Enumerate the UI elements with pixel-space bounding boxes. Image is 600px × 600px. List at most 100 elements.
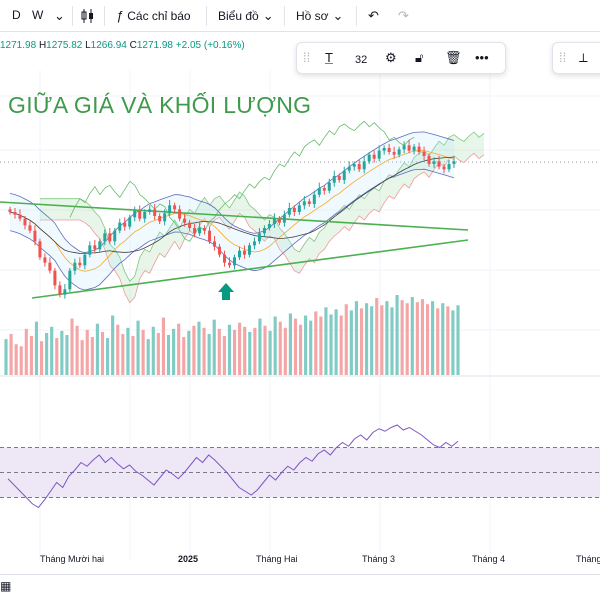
- candle-body: [307, 201, 311, 204]
- profile-menu-button[interactable]: Hồ sơ ⌄: [296, 8, 343, 24]
- candle-body: [13, 212, 17, 215]
- chart-menu-button[interactable]: Biểu đồ ⌄: [218, 8, 274, 24]
- volume-bar: [207, 333, 211, 375]
- volume-bar: [75, 325, 79, 375]
- candle-body: [93, 245, 97, 250]
- volume-bar: [375, 298, 379, 375]
- toolbar-divider: [356, 6, 357, 26]
- volume-bar: [293, 318, 298, 375]
- font-size-button[interactable]: 32: [355, 54, 368, 66]
- volume-bar: [172, 328, 176, 375]
- candles-icon: [81, 9, 93, 23]
- lock-icon[interactable]: 🔓︎: [415, 50, 424, 65]
- candle-body: [23, 218, 27, 226]
- candle-body: [292, 208, 296, 212]
- volume-bar: [222, 336, 226, 375]
- time-axis-label: Tháng 4: [472, 554, 505, 564]
- volume-bar: [50, 326, 54, 375]
- candle-body: [113, 230, 117, 242]
- candle-body: [188, 222, 192, 228]
- cloud-span-b: [40, 152, 485, 304]
- candle-body: [422, 152, 426, 156]
- time-axis-label: Tháng 3: [362, 554, 395, 564]
- candle-body: [387, 148, 391, 152]
- bollinger-bands: [9, 120, 455, 291]
- drag-handle-icon[interactable]: ⁞⁞: [559, 50, 567, 65]
- candle-body: [367, 154, 371, 162]
- chart-menu-label: Biểu đồ: [218, 9, 259, 23]
- volume-bar: [278, 321, 282, 375]
- volume-bar: [100, 331, 105, 375]
- candle-body: [203, 228, 207, 231]
- candle-body: [272, 218, 276, 224]
- volume-bar: [238, 322, 242, 375]
- drag-handle-icon[interactable]: ⁞⁞: [303, 50, 311, 65]
- volume-bar: [359, 308, 364, 375]
- candle-body: [143, 212, 147, 219]
- calendar-icon[interactable]: ▦: [0, 579, 12, 593]
- high-label: H: [38, 40, 47, 51]
- moving-average-line: [9, 150, 455, 272]
- gear-icon[interactable]: ⚙: [385, 50, 397, 65]
- candle-body: [242, 250, 246, 255]
- second-drawing-toolbar: ⁞⁞ ⟂: [552, 42, 600, 74]
- candle-body: [8, 209, 12, 212]
- candle-body: [257, 233, 261, 242]
- candle-body: [78, 262, 82, 266]
- candle-body: [402, 145, 406, 150]
- volume-bar: [55, 338, 59, 375]
- rsi-line: [7, 424, 459, 509]
- chart-headline: GIỮA GIÁ VÀ KHỐI LƯỢNG: [8, 92, 312, 118]
- volume-bar: [344, 304, 348, 375]
- candle-body: [432, 161, 436, 164]
- volume-bar: [258, 318, 262, 375]
- candle-body: [228, 262, 232, 266]
- volume-bar: [14, 344, 18, 375]
- interval-d-button[interactable]: D: [12, 8, 21, 22]
- volume-bar: [19, 346, 23, 375]
- candle-body: [442, 166, 446, 170]
- candle-body: [73, 262, 77, 271]
- chart-type-button[interactable]: [80, 8, 96, 24]
- candle-body: [43, 257, 47, 263]
- candle-body: [347, 166, 351, 171]
- volume-bar: [4, 339, 8, 375]
- redo-button[interactable]: ↷: [398, 8, 409, 24]
- volume-bar: [227, 324, 232, 375]
- candlestick-series: [8, 140, 456, 299]
- trash-icon[interactable]: 🗑︎: [445, 50, 462, 65]
- volume-bar: [151, 326, 155, 375]
- interval-dropdown-button[interactable]: ⌄: [54, 8, 65, 24]
- interval-w-button[interactable]: W: [32, 8, 43, 22]
- more-icon[interactable]: •••: [475, 50, 489, 65]
- candle-body: [53, 270, 57, 286]
- candle-body: [297, 205, 301, 212]
- volume-bar: [268, 330, 272, 375]
- candle-body: [98, 241, 102, 250]
- volume-bar: [39, 341, 44, 375]
- candle-body: [168, 205, 172, 214]
- indicators-button[interactable]: ƒ Các chỉ báo: [116, 8, 191, 24]
- text-tool-button[interactable]: T: [325, 50, 333, 65]
- volume-bar: [431, 301, 435, 375]
- chevron-down-icon: ⌄: [54, 8, 65, 23]
- volume-bar: [136, 320, 140, 375]
- candle-body: [397, 149, 401, 155]
- indicators-label: Các chỉ báo: [127, 9, 191, 23]
- volume-bar: [232, 329, 237, 375]
- candle-body: [262, 228, 266, 234]
- bollinger-fill: [10, 131, 454, 290]
- candle-body: [198, 228, 202, 234]
- undo-button[interactable]: ↶: [368, 8, 379, 24]
- candle-body: [277, 218, 281, 223]
- trendline-tool-icon[interactable]: ⟂: [579, 50, 588, 65]
- volume-bar: [283, 327, 287, 375]
- volume-bar: [166, 335, 171, 375]
- volume-bar: [126, 327, 130, 375]
- candle-body: [138, 210, 142, 219]
- rsi-band: [0, 447, 600, 498]
- volume-bar: [288, 313, 292, 375]
- candle-body: [392, 152, 396, 155]
- interval-d-label: D: [12, 8, 21, 22]
